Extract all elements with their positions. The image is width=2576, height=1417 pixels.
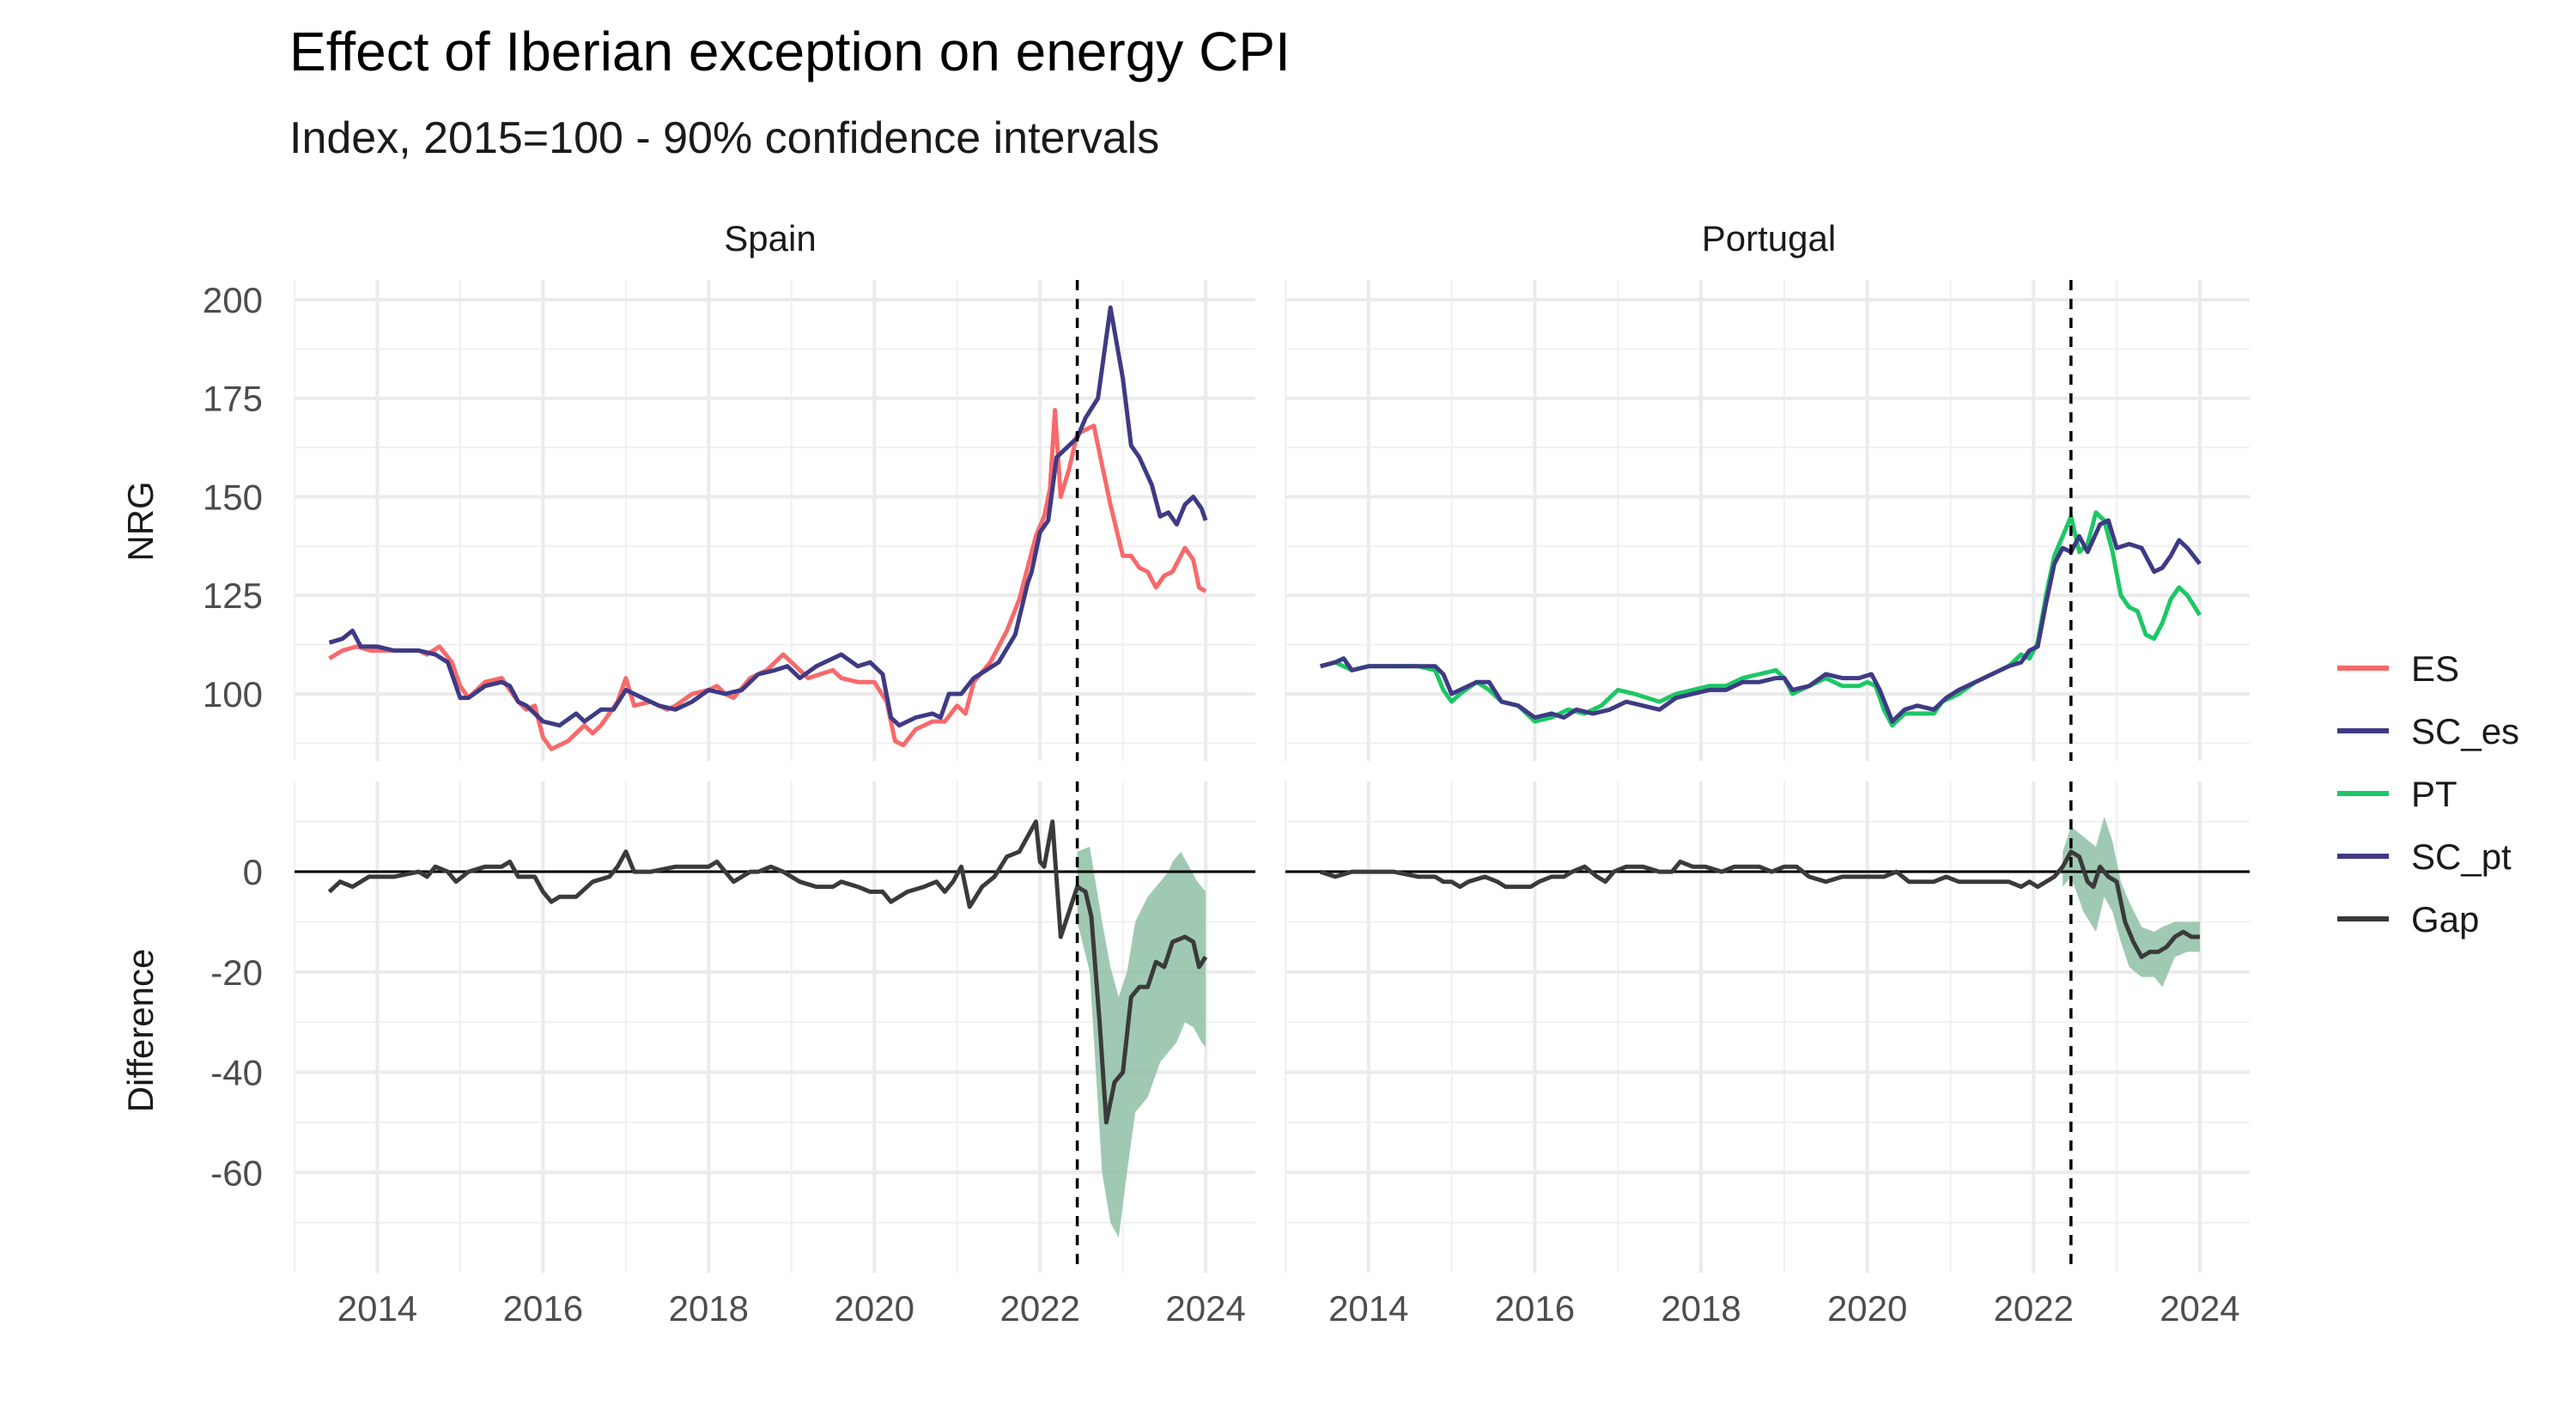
y-tick-label: -60 — [210, 1152, 263, 1193]
x-tick-label: 2016 — [1495, 1288, 1575, 1329]
y-tick-label: 125 — [203, 575, 263, 616]
y-axis-label-nrg: NRG — [120, 481, 161, 561]
y-axis-label-difference: Difference — [120, 949, 161, 1113]
x-tick-label: 2022 — [1994, 1288, 2074, 1329]
x-tick-label: 2024 — [2160, 1288, 2239, 1329]
confidence-band — [2063, 817, 2200, 987]
x-tick-label: 2018 — [1661, 1288, 1741, 1329]
facet-label-spain: Spain — [724, 218, 816, 258]
x-tick-label: 2022 — [999, 1288, 1079, 1329]
legend-label-sc-pt: SC_pt — [2411, 836, 2512, 877]
facet-label-portugal: Portugal — [1702, 218, 1836, 258]
x-tick-label: 2020 — [1827, 1288, 1907, 1329]
y-tick-label: 100 — [203, 674, 263, 715]
plot-layer: 2014 2016 2018 2020 2022 2024 2014 2016 2018 2020… — [203, 280, 2250, 1329]
y-tick-label: -40 — [210, 1053, 263, 1093]
legend: ES SC_es PT SC_pt Gap — [2337, 648, 2519, 940]
chart-title: Effect of Iberian exception on energy CP… — [289, 21, 1291, 82]
legend-label-gap: Gap — [2411, 899, 2479, 940]
y-tick-label: 175 — [203, 379, 263, 419]
y-tick-label: -20 — [210, 952, 263, 993]
y-tick-label: 200 — [203, 280, 263, 320]
legend-label-pt: PT — [2411, 774, 2458, 814]
confidence-band — [1078, 847, 1206, 1238]
x-tick-label: 2020 — [835, 1288, 914, 1329]
x-tick-label: 2018 — [669, 1288, 749, 1329]
legend-label-es: ES — [2411, 648, 2459, 689]
x-tick-label: 2016 — [503, 1288, 583, 1329]
y-tick-label: 150 — [203, 477, 263, 517]
x-tick-label: 2024 — [1165, 1288, 1245, 1329]
y-tick-label: 0 — [243, 852, 263, 892]
x-tick-label: 2014 — [1328, 1288, 1408, 1329]
chart-subtitle: Index, 2015=100 - 90% confidence interva… — [289, 113, 1159, 163]
legend-label-sc-es: SC_es — [2411, 711, 2519, 751]
x-tick-label: 2014 — [337, 1288, 417, 1329]
